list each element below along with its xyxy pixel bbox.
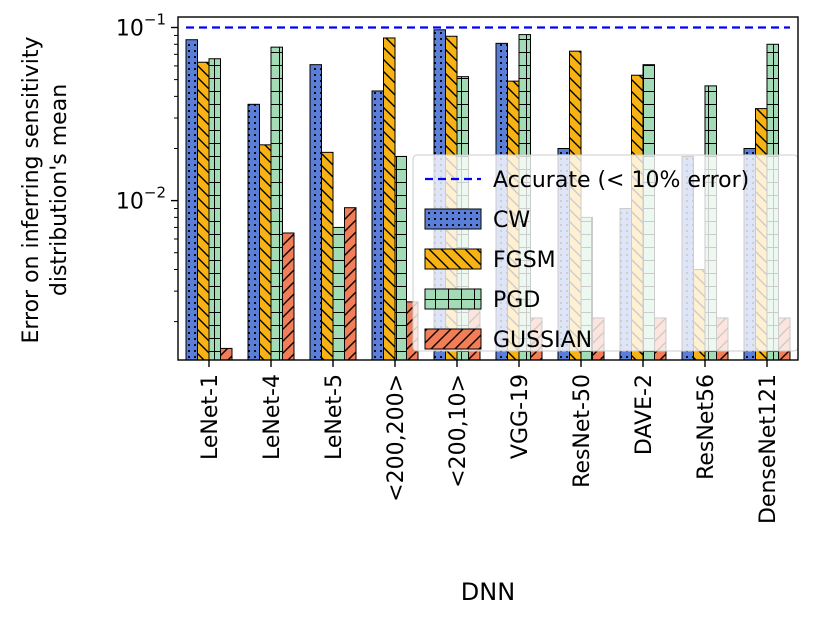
legend-swatch-fgsm-hatch (425, 249, 481, 269)
bar-gussian-lenet-4-hatch (282, 232, 294, 360)
legend-label-cw: CW (493, 208, 530, 233)
legend-swatch-cw-hatch (425, 209, 481, 229)
bar-pgd-lenet-5-hatch (333, 227, 345, 360)
bar-pgd-200-200-hatch (395, 156, 407, 360)
x-tick-label-lenet-5: LeNet-5 (322, 374, 347, 460)
bar-cw-lenet-5-hatch (310, 64, 322, 360)
x-tick-label-lenet-1: LeNet-1 (198, 374, 223, 460)
bar-cw-lenet-1-hatch (186, 39, 198, 360)
bar-fgsm-lenet-4-hatch (259, 144, 271, 360)
bar-gussian-lenet-5-hatch (344, 207, 356, 360)
plot-frame (177, 16, 799, 361)
bar-cw-lenet-4-hatch (248, 104, 260, 360)
legend: Accurate (< 10% error) CW FGSM PGD GUSSIAN (412, 154, 799, 353)
x-tick-label-dave-2: DAVE-2 (632, 374, 657, 455)
y-tick-label: 10−1 (116, 11, 166, 42)
x-tick-label-200-200: <200,200> (384, 374, 409, 502)
bar-fgsm-lenet-1-hatch (197, 62, 209, 360)
bar-fgsm-lenet-5-hatch (321, 152, 333, 360)
legend-swatch-pgd-hatch (425, 289, 481, 309)
bar-cw-200-200-hatch (372, 90, 384, 360)
bar-pgd-lenet-4-hatch (271, 47, 283, 360)
x-tick-label-lenet-4: LeNet-4 (260, 374, 285, 460)
y-ticks: 10−1 10−2 (116, 11, 178, 323)
bar-gussian-lenet-1-hatch (220, 348, 232, 360)
x-tick-label-densenet121: DenseNet121 (756, 374, 781, 524)
bar-pgd-lenet-1-hatch (209, 58, 221, 360)
bar-fgsm-200-200-hatch (383, 37, 395, 360)
legend-label-accurate: Accurate (< 10% error) (493, 168, 749, 193)
x-axis-label: DNN (461, 578, 515, 606)
legend-label-fgsm: FGSM (493, 248, 556, 273)
y-axis-label-line2: distribution's mean (47, 84, 72, 296)
bar-gussian-200-200-hatch (406, 301, 418, 360)
y-axis-label-line1: Error on inferring sensitivity (19, 36, 44, 343)
legend-label-gussian: GUSSIAN (493, 328, 592, 353)
y-tick-label: 10−2 (116, 184, 166, 215)
x-tick-label-200-10: <200,10> (446, 374, 471, 488)
x-tick-label-resnet-50: ResNet-50 (570, 374, 595, 488)
legend-swatch-gussian-hatch (425, 329, 481, 349)
x-ticks: LeNet-1 LeNet-4 LeNet-5 <200,200> <200,10> VG… (198, 360, 781, 524)
legend-label-pgd: PGD (493, 288, 540, 313)
x-tick-label-resnet56: ResNet56 (694, 374, 719, 480)
x-tick-label-vgg-19: VGG-19 (508, 374, 533, 459)
